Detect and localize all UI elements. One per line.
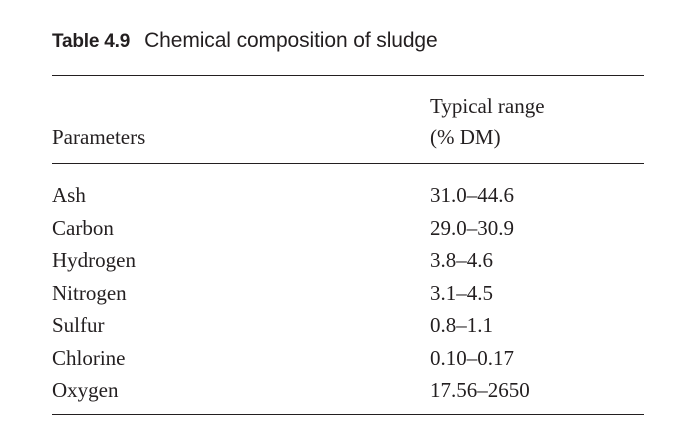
top-rule: [52, 75, 644, 76]
row-parameter: Chlorine: [52, 345, 126, 370]
row-range: 0.8–1.1: [430, 313, 493, 337]
row-range: 0.10–0.17: [430, 345, 514, 370]
row-range: 3.8–4.6: [430, 248, 493, 272]
row-range: 29.0–30.9: [430, 215, 514, 240]
row-range: 3.1–4.5: [430, 280, 493, 305]
row-parameter: Ash: [52, 183, 86, 207]
header-typical-range: Typical range: [430, 94, 545, 118]
header-unit: (% DM): [430, 125, 501, 149]
table-number: Table 4.9: [52, 31, 131, 52]
row-parameter: Oxygen: [52, 378, 119, 402]
table-title: Chemical composition of sludge: [144, 29, 438, 52]
row-parameter: Carbon: [52, 215, 114, 240]
row-range: 31.0–44.6: [430, 183, 514, 207]
header-rule: [52, 163, 644, 164]
header-parameters: Parameters: [52, 125, 146, 149]
row-range: 17.56–2650: [430, 378, 530, 402]
row-parameter: Hydrogen: [52, 248, 136, 272]
table-caption: Table 4.9 Chemical composition of sludge: [52, 30, 438, 51]
bottom-rule: [52, 414, 644, 415]
row-parameter: Nitrogen: [52, 280, 127, 305]
row-parameter: Sulfur: [52, 313, 105, 337]
